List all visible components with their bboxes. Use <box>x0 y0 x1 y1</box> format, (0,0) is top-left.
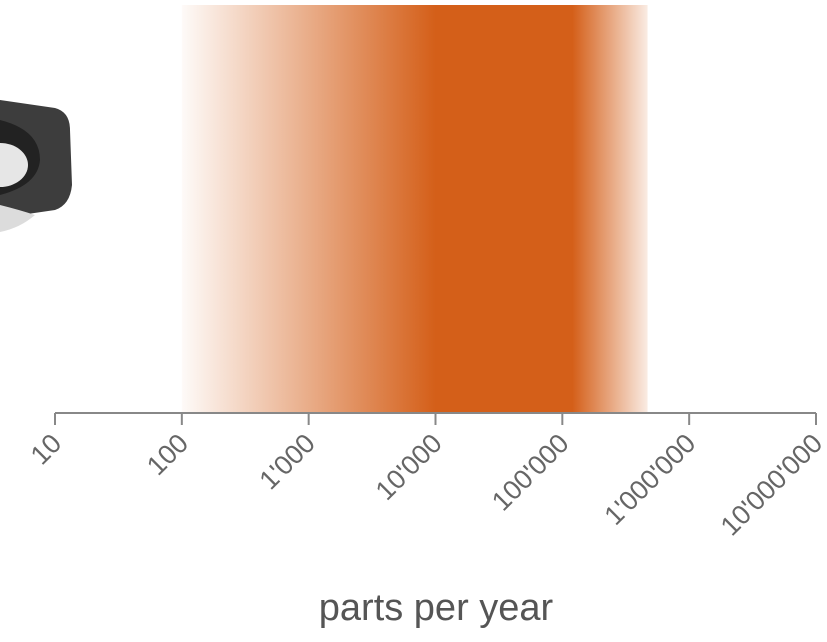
x-axis-title: parts per year <box>319 587 554 629</box>
x-tick-label: 1'000'000 <box>599 428 702 531</box>
x-tick-label: 10'000'000 <box>715 428 827 541</box>
x-tick-label: 100 <box>141 428 194 481</box>
band-ramp-up <box>181 5 436 413</box>
x-tick-label: 100'000 <box>486 428 575 517</box>
band-peak <box>435 5 573 413</box>
x-tick-label: 10'000 <box>370 428 448 506</box>
x-tick-label: 1'000 <box>254 428 321 495</box>
band-ramp-down <box>572 5 648 413</box>
part-illustration <box>0 100 72 232</box>
x-tick-label: 10 <box>25 428 67 470</box>
